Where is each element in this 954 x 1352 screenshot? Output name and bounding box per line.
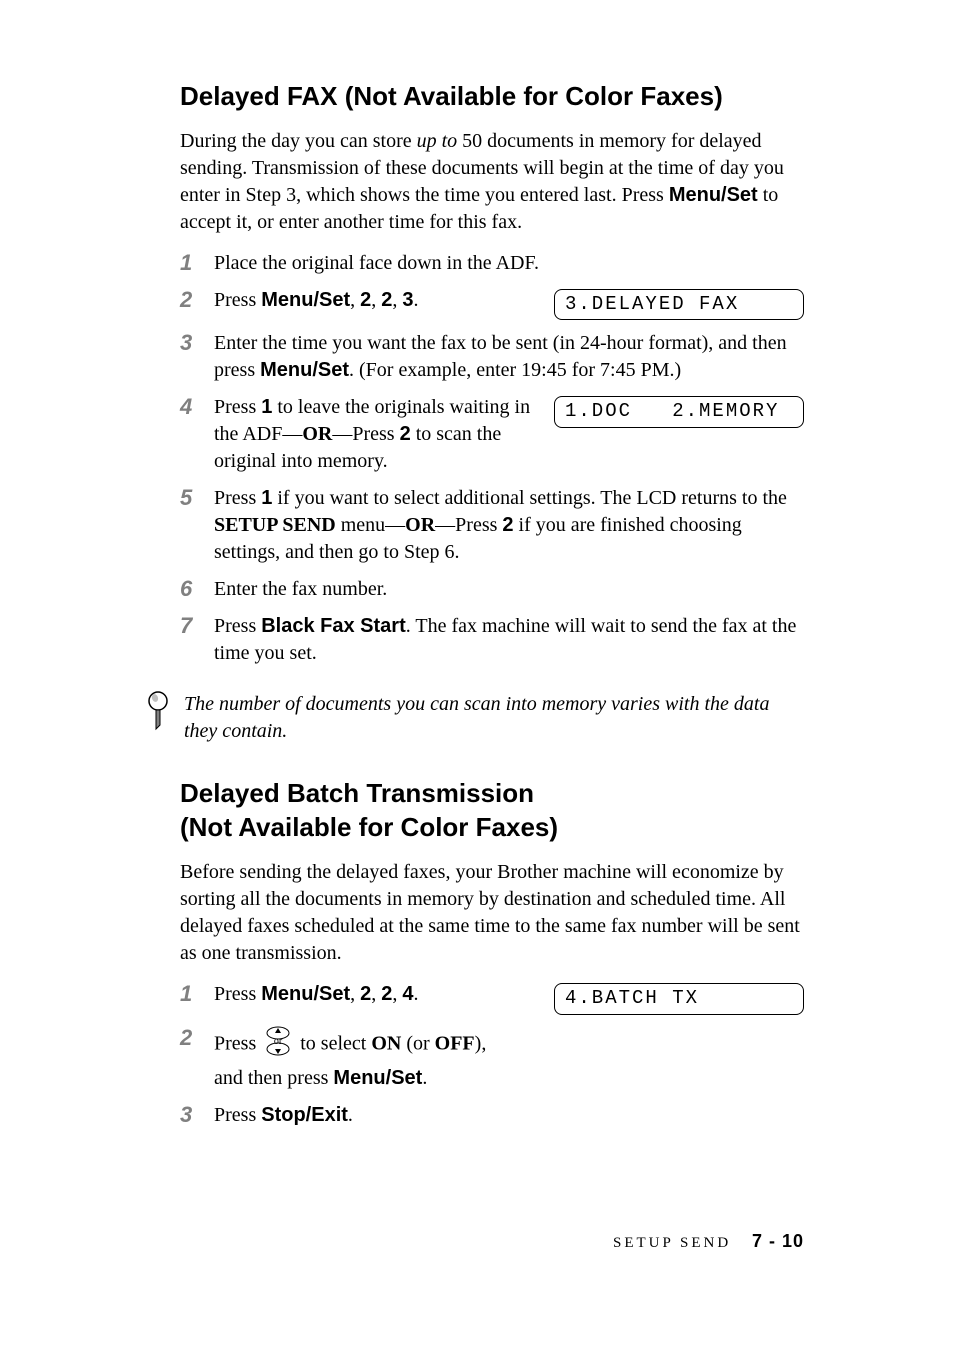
section-delayed-batch: Delayed Batch Transmission (Not Availabl…: [180, 777, 804, 1128]
section-title-delayed-fax: Delayed FAX (Not Available for Color Fax…: [180, 80, 804, 114]
text: (or: [401, 1032, 434, 1054]
key-label: 2: [360, 289, 371, 311]
text: ,: [350, 983, 360, 1005]
button-label: Menu/Set: [261, 983, 350, 1005]
option-label: ON: [371, 1032, 401, 1054]
lcd-display: 4.BATCH TX: [554, 983, 804, 1015]
text: ,: [371, 289, 381, 311]
button-label: Black Fax Start: [261, 615, 406, 637]
step-6: 6 Enter the fax number.: [180, 576, 804, 603]
text: Press: [214, 615, 261, 637]
key-label: 2: [400, 423, 411, 445]
step-text: Press Stop/Exit.: [214, 1102, 804, 1129]
step-number: 2: [180, 287, 214, 313]
text: ,: [392, 289, 402, 311]
step-1: 1 Place the original face down in the AD…: [180, 250, 804, 277]
batch-step-1: 1 Press Menu/Set, 2, 2, 4. 4.BATCH TX: [180, 981, 804, 1015]
or-label: OR: [405, 514, 435, 536]
text: menu—: [336, 514, 405, 536]
step-number: 3: [180, 1102, 214, 1128]
note-block: The number of documents you can scan int…: [180, 691, 804, 745]
text: ,: [350, 289, 360, 311]
step-text: Press Black Fax Start. The fax machine w…: [214, 613, 804, 667]
text: and then press: [214, 1067, 333, 1089]
title-line: Delayed Batch Transmission: [180, 778, 534, 808]
text: —Press: [435, 514, 502, 536]
step-text: Press or to select ON (or OFF), and then…: [214, 1025, 804, 1092]
note-icon: [146, 691, 170, 736]
option-label: OFF: [435, 1032, 475, 1054]
step-text: Place the original face down in the ADF.: [214, 250, 804, 277]
step-text: Press 1 to leave the originals waiting i…: [214, 394, 536, 475]
text: to select: [300, 1032, 371, 1054]
key-label: 3: [402, 289, 413, 311]
key-label: 2: [360, 983, 371, 1005]
page-footer: SETUP SEND 7 - 10: [613, 1231, 804, 1252]
batch-step-3: 3 Press Stop/Exit.: [180, 1102, 804, 1129]
button-label: Menu/Set: [260, 359, 349, 381]
text: Press: [214, 289, 261, 311]
section-title-batch: Delayed Batch Transmission (Not Availabl…: [180, 777, 804, 845]
nav-up-down-icon: or: [263, 1025, 293, 1065]
intro-paragraph-2: Before sending the delayed faxes, your B…: [180, 859, 804, 967]
intro-italic: up to: [417, 130, 458, 152]
button-label: Menu/Set: [261, 289, 350, 311]
step-text: Enter the fax number.: [214, 576, 804, 603]
note-text: The number of documents you can scan int…: [184, 691, 804, 745]
step-4: 4 Press 1 to leave the originals waiting…: [180, 394, 804, 475]
step-5: 5 Press 1 if you want to select addition…: [180, 485, 804, 566]
text: Press: [214, 1104, 261, 1126]
text: —Press: [332, 423, 399, 445]
button-label: Menu/Set: [669, 184, 758, 206]
text: ,: [392, 983, 402, 1005]
step-text: Enter the time you want the fax to be se…: [214, 330, 804, 384]
text: ,: [371, 983, 381, 1005]
text: . (For example, enter 19:45 for 7:45 PM.…: [349, 359, 681, 381]
key-label: 1: [261, 396, 272, 418]
step-text: Press 1 if you want to select additional…: [214, 485, 804, 566]
intro-paragraph-1: During the day you can store up to 50 do…: [180, 128, 804, 236]
step-number: 1: [180, 981, 214, 1007]
key-label: 4: [402, 983, 413, 1005]
step-number: 5: [180, 485, 214, 511]
chapter-label: SETUP SEND: [613, 1235, 731, 1251]
text: Press: [214, 1032, 261, 1054]
step-number: 4: [180, 394, 214, 420]
intro-text: During the day you can store: [180, 130, 417, 152]
or-label: OR: [302, 423, 332, 445]
step-3: 3 Enter the time you want the fax to be …: [180, 330, 804, 384]
text: .: [348, 1104, 353, 1126]
step-number: 3: [180, 330, 214, 356]
text: Press: [214, 983, 261, 1005]
step-number: 2: [180, 1025, 214, 1051]
key-label: 2: [502, 514, 513, 536]
step-number: 7: [180, 613, 214, 639]
step-number: 6: [180, 576, 214, 602]
step-7: 7 Press Black Fax Start. The fax machine…: [180, 613, 804, 667]
text: Press: [214, 396, 261, 418]
step-text: Press Menu/Set, 2, 2, 3.: [214, 287, 536, 314]
text: .: [422, 1067, 427, 1089]
text: .: [414, 289, 419, 311]
menu-label: SETUP SEND: [214, 514, 336, 536]
button-label: Menu/Set: [333, 1067, 422, 1089]
key-label: 1: [261, 487, 272, 509]
key-label: 2: [381, 983, 392, 1005]
text: Press: [214, 487, 261, 509]
text: .: [414, 983, 419, 1005]
batch-step-2: 2 Press or to select ON (or OFF), and th…: [180, 1025, 804, 1092]
step-2: 2 Press Menu/Set, 2, 2, 3. 3.DELAYED FAX: [180, 287, 804, 321]
button-label: Stop/Exit: [261, 1104, 348, 1126]
lcd-display: 3.DELAYED FAX: [554, 289, 804, 321]
svg-text:or: or: [274, 1036, 283, 1047]
step-number: 1: [180, 250, 214, 276]
title-line: (Not Available for Color Faxes): [180, 812, 558, 842]
lcd-display: 1.DOC 2.MEMORY: [554, 396, 804, 428]
text: ),: [475, 1032, 487, 1054]
text: if you want to select additional setting…: [272, 487, 787, 509]
step-text: Press Menu/Set, 2, 2, 4.: [214, 981, 536, 1008]
page-number: 7 - 10: [752, 1231, 804, 1251]
key-label: 2: [381, 289, 392, 311]
